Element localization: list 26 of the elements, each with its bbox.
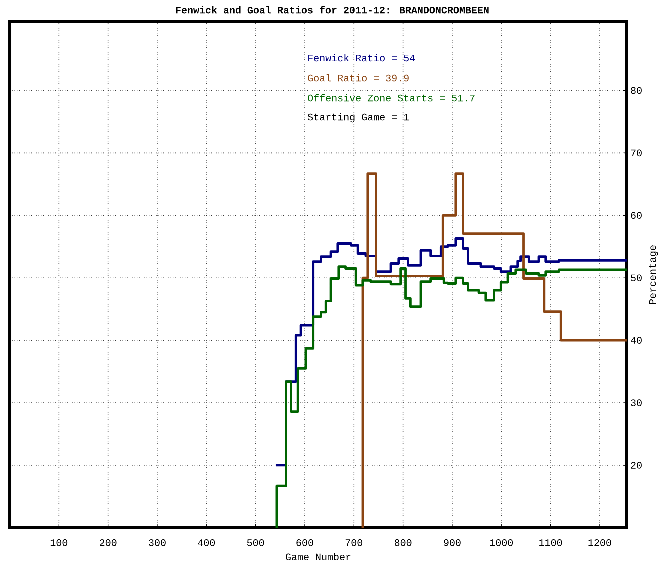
x-tick-label: 200 xyxy=(100,540,117,546)
text: Goal Ratio = 39.9 xyxy=(308,74,409,82)
x-tick-label: 100 xyxy=(50,540,68,546)
y-tick-label: 50 xyxy=(631,274,642,282)
x-tick-label: 500 xyxy=(247,540,264,546)
x-tick-label: 700 xyxy=(346,540,363,546)
x-tick-label: 1100 xyxy=(540,540,562,546)
x-tick-label: 1200 xyxy=(588,540,612,546)
x-tick-label: 600 xyxy=(296,540,314,546)
x-tick-label: 300 xyxy=(149,540,166,546)
text: Offensive Zone Starts = 51.7 xyxy=(308,94,475,102)
x-tick-label: 1000 xyxy=(490,540,514,546)
y-tick-label: 70 xyxy=(631,150,642,157)
x-tick-label: 800 xyxy=(394,540,412,546)
y-axis-title: Percentage xyxy=(649,246,658,304)
chart-title: Fenwick and Goal Ratios for 2011-12: BRANDONCROMBEEN xyxy=(176,6,489,14)
y-tick-label: 20 xyxy=(631,462,642,469)
y-tick-label: 60 xyxy=(631,212,642,220)
y-tick-label: 30 xyxy=(631,400,642,406)
x-tick-label: 900 xyxy=(444,540,461,546)
text: Fenwick Ratio = 54 xyxy=(308,54,416,62)
y-tick-label: 40 xyxy=(631,337,642,344)
annotation: Starting Game = 1 xyxy=(308,113,410,123)
x-tick-label: 400 xyxy=(198,540,216,546)
y-tick-label: 80 xyxy=(631,87,642,94)
x-axis-title: Game Number xyxy=(286,553,351,561)
